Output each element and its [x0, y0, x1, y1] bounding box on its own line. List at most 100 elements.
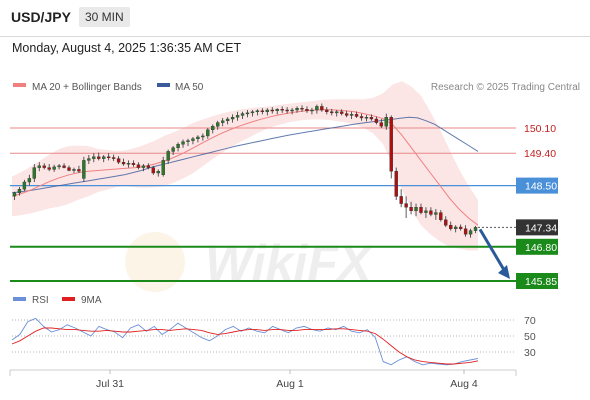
candle-body: [265, 109, 269, 112]
candle-body: [468, 230, 473, 235]
candle-body: [429, 210, 433, 215]
x-tick-label: Jul 31: [96, 378, 124, 390]
candle-body: [106, 156, 111, 159]
candle: [240, 111, 245, 119]
candle: [280, 106, 284, 113]
watermark-logo-circle: [125, 232, 185, 292]
candle: [419, 203, 423, 215]
candle-body: [245, 112, 250, 115]
projection-arrow-head: [498, 265, 510, 279]
candle-body: [444, 219, 448, 226]
candle-body: [171, 147, 175, 152]
rsi-legend-swatch: [13, 297, 26, 301]
candle: [176, 142, 180, 152]
candle-body: [463, 228, 468, 235]
candle-body: [116, 158, 121, 163]
candle: [37, 162, 41, 172]
rsi-ma9-line: [11, 327, 479, 365]
candle: [275, 108, 279, 115]
candle-body: [439, 212, 443, 221]
candle: [255, 109, 260, 116]
candle-body: [335, 111, 339, 114]
candle: [414, 203, 418, 217]
candle-body: [359, 116, 364, 119]
candle-body: [206, 129, 210, 137]
candle-body: [424, 210, 428, 213]
level-value-text: 147.34: [525, 222, 557, 234]
interval-badge[interactable]: 30 MIN: [79, 7, 130, 27]
ma9-legend-label: 9MA: [81, 295, 102, 306]
candle: [32, 164, 36, 182]
projection-arrow-shaft: [478, 228, 509, 276]
candle: [260, 108, 265, 115]
candle-body: [409, 206, 413, 211]
candle: [389, 115, 393, 179]
candle: [201, 133, 205, 141]
level-value-text: 146.80: [525, 242, 557, 254]
candle: [87, 155, 91, 164]
candle-body: [211, 125, 215, 130]
candle: [166, 149, 170, 164]
candle: [320, 103, 324, 112]
candle: [196, 135, 200, 143]
header-bar: USD/JPY 30 MIN: [0, 0, 590, 37]
ma50-legend-swatch: [157, 83, 170, 87]
level-value-box: [516, 177, 558, 194]
level-value-text: 149.40: [524, 148, 556, 160]
candle-body: [92, 156, 96, 159]
candle: [339, 109, 344, 116]
candle: [42, 163, 46, 170]
candle-body: [72, 169, 76, 171]
level-label-support: 146.80: [516, 238, 558, 255]
candle: [270, 107, 274, 114]
candle: [52, 164, 56, 172]
candle-body: [156, 170, 160, 174]
candle-body: [473, 227, 478, 231]
candle: [97, 152, 101, 161]
candle-body: [404, 203, 408, 208]
candle-body: [379, 122, 384, 127]
candle: [394, 167, 398, 200]
candle-body: [434, 212, 438, 215]
candle-body: [186, 140, 190, 142]
candle-body: [37, 165, 41, 168]
candle-body: [42, 165, 46, 168]
candle: [136, 162, 141, 170]
candle: [458, 224, 463, 231]
candle-body: [235, 115, 240, 118]
candle-body: [449, 224, 453, 229]
candle: [206, 128, 210, 139]
candle: [364, 115, 369, 122]
candle-body: [126, 163, 131, 165]
candle: [404, 196, 408, 218]
watermark: WikiFX: [125, 232, 374, 292]
rsi-tick-label: 30: [524, 347, 536, 359]
candle-body: [22, 181, 27, 190]
candle-body: [260, 110, 265, 113]
credit-label: Research © 2025 Trading Central: [431, 82, 580, 93]
rsi-line: [11, 317, 479, 366]
rsi-tick-label: 50: [524, 331, 536, 343]
candle: [225, 117, 230, 125]
candle: [92, 153, 96, 163]
candle-body: [344, 113, 349, 116]
candle: [102, 155, 106, 163]
candle: [161, 156, 165, 177]
candle-body: [87, 158, 91, 161]
candle: [449, 221, 453, 231]
candle-body: [300, 107, 304, 110]
candle: [444, 216, 448, 227]
candle-body: [121, 161, 126, 165]
bollinger-band-area: [12, 81, 478, 251]
candle: [57, 164, 61, 170]
candle: [171, 146, 175, 155]
candle-body: [330, 111, 334, 114]
candle-body: [216, 122, 220, 127]
candle-body: [240, 113, 245, 116]
candle-body: [136, 164, 141, 168]
candle-body: [12, 192, 17, 197]
candle: [409, 201, 413, 215]
rsi-tick-label: 70: [524, 315, 536, 327]
